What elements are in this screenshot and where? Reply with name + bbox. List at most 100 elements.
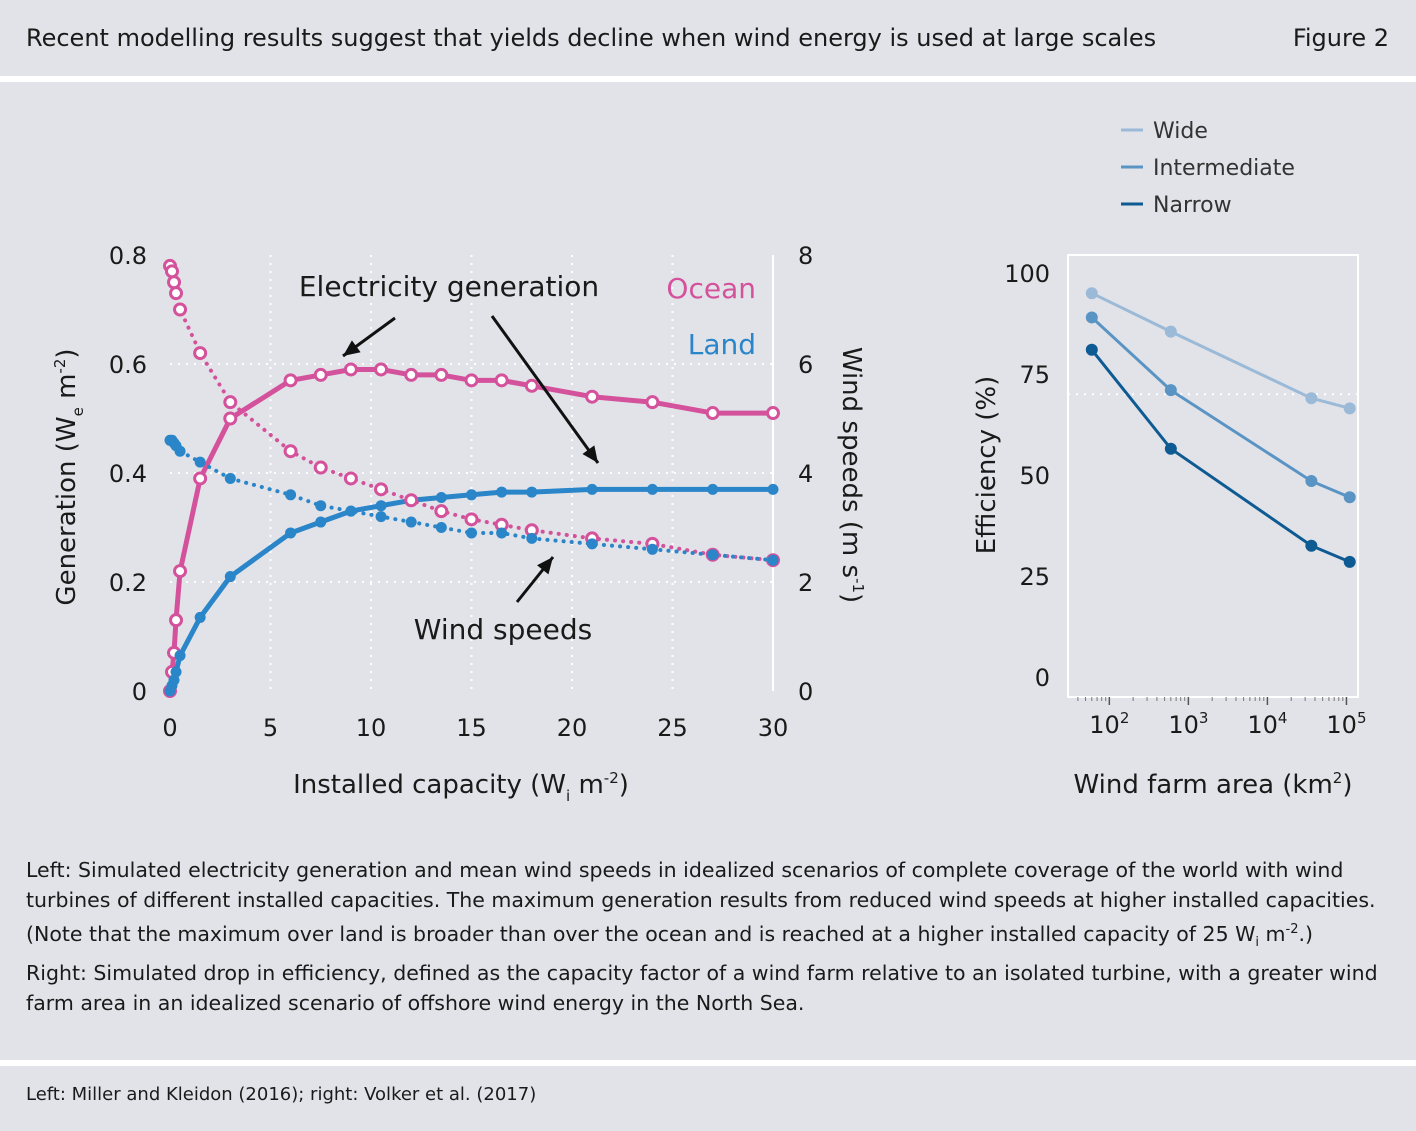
- ocean-wind-point: [404, 493, 419, 508]
- wide-efficiency-point: [1164, 325, 1177, 338]
- land-wind-point: [707, 549, 719, 561]
- land-wind-point: [767, 554, 779, 566]
- narrow-efficiency-point: [1343, 555, 1356, 568]
- ocean-generation-point: [283, 373, 298, 388]
- land-wind-point: [345, 505, 357, 517]
- arrow-to-land-generation: [490, 315, 600, 464]
- ocean-generation-point: [169, 613, 184, 628]
- left-y2-tick-label: 8: [798, 242, 813, 270]
- ocean-wind-point: [167, 275, 182, 290]
- ocean-wind-point: [464, 512, 479, 527]
- land-wind-point: [435, 522, 447, 533]
- wide-efficiency-point: [1305, 392, 1318, 405]
- land-wind-point: [526, 532, 538, 544]
- figure-caption: Left: Simulated electricity generation a…: [26, 855, 1396, 1018]
- right-x-tick-label: 105: [1326, 709, 1366, 739]
- land-generation-point: [174, 650, 186, 662]
- ocean-wind-point: [283, 444, 298, 459]
- land-generation-point: [170, 666, 182, 678]
- ocean-generation-point: [524, 378, 539, 393]
- land-generation-point: [526, 486, 538, 498]
- ocean-generation-point: [645, 395, 660, 410]
- right-x-axis-title: Wind farm area (km2): [1074, 769, 1353, 800]
- ocean-wind-point: [193, 346, 208, 361]
- left-y-axis-title: Generation (We m-2): [51, 348, 87, 605]
- land-wind-point: [194, 456, 206, 468]
- ocean-generation-line: [167, 367, 776, 694]
- ocean-generation-point: [494, 373, 509, 388]
- caption-left: Left: Simulated electricity generation a…: [26, 858, 1376, 950]
- left-x-tick-label: 5: [263, 714, 278, 742]
- land-wind-point: [375, 511, 387, 523]
- figure-label: Figure 2: [1292, 24, 1389, 52]
- ocean-wind-point: [223, 395, 238, 410]
- wide-efficiency-point: [1343, 402, 1356, 415]
- right-y-axis-title: Efficiency (%): [972, 376, 1002, 555]
- right-plot-frame: [1067, 254, 1359, 698]
- right-y-tick-label: 25: [1019, 563, 1050, 591]
- ocean-generation-point: [313, 367, 328, 382]
- left-y-tick-label: 0.6: [109, 351, 147, 379]
- land-generation-point: [375, 500, 387, 512]
- right-x-tick-label: 103: [1168, 709, 1208, 739]
- header-divider: [0, 76, 1416, 82]
- land-generation-point: [224, 571, 236, 583]
- narrow-efficiency-line: [1090, 348, 1351, 564]
- land-wind-point: [586, 538, 598, 550]
- intermediate-efficiency-point: [1305, 475, 1318, 488]
- ocean-generation-point: [173, 564, 188, 579]
- right-x-tick-label: 104: [1247, 709, 1287, 739]
- arrow-to-ocean-generation-head: [343, 340, 361, 356]
- caption-right: Right: Simulated drop in efficiency, def…: [26, 960, 1378, 1015]
- left-x-axis-title: Installed capacity (Wi m-2): [293, 769, 629, 805]
- intermediate-efficiency-line: [1090, 316, 1351, 499]
- wide-efficiency-point: [1085, 287, 1098, 300]
- ocean-wind-point: [169, 286, 184, 301]
- land-wind-point: [174, 445, 186, 457]
- narrow-efficiency-point: [1085, 343, 1098, 356]
- generation-annotation: Electricity generation: [299, 270, 599, 303]
- left-y2-tick-label: 4: [798, 460, 813, 488]
- land-generation-point: [435, 492, 447, 504]
- ocean-generation-point: [374, 362, 389, 377]
- figure-header: Recent modelling results suggest that yi…: [0, 0, 1416, 76]
- figure-title: Recent modelling results suggest that yi…: [26, 24, 1157, 52]
- right-y-tick-label: 100: [1004, 260, 1050, 288]
- intermediate-efficiency-point: [1085, 311, 1098, 324]
- left-y-tick-label: 0: [132, 678, 147, 706]
- left-y2-tick-label: 0: [798, 678, 813, 706]
- narrow-efficiency-point: [1164, 442, 1177, 455]
- land-wind-point: [496, 527, 508, 539]
- left-y-tick-label: 0.2: [109, 569, 147, 597]
- ocean-series-label: Ocean: [666, 272, 756, 305]
- land-generation-point: [466, 489, 477, 501]
- left-x-tick-label: 25: [657, 714, 688, 742]
- left-y2-tick-label: 2: [798, 569, 813, 597]
- legend-label-narrow: Narrow: [1153, 193, 1232, 218]
- left-x-tick-label: 30: [758, 714, 789, 742]
- ocean-generation-point: [464, 373, 479, 388]
- ocean-generation-point: [705, 406, 720, 421]
- left-y2-tick-label: 6: [798, 351, 813, 379]
- left-x-tick-label: 20: [557, 714, 588, 742]
- land-generation-point: [707, 483, 719, 495]
- footer-divider: [0, 1060, 1416, 1066]
- arrow-to-wind-speeds-head: [537, 557, 553, 575]
- left-x-tick-label: 15: [456, 714, 487, 742]
- legend-label-wide: Wide: [1153, 119, 1208, 144]
- land-generation-point: [285, 527, 297, 539]
- ocean-generation-point: [223, 411, 238, 426]
- ocean-wind-point: [165, 264, 180, 279]
- ocean-wind-point: [343, 471, 358, 486]
- left-y-tick-label: 0.4: [109, 460, 147, 488]
- narrow-efficiency-point: [1305, 539, 1318, 552]
- ocean-wind-point: [374, 482, 389, 497]
- ocean-wind-point: [313, 460, 328, 475]
- ocean-generation-point: [343, 362, 358, 377]
- source-note: Left: Miller and Kleidon (2016); right: …: [26, 1084, 537, 1105]
- wide-efficiency-line: [1091, 291, 1351, 410]
- ocean-generation-point: [404, 367, 419, 382]
- left-y-tick-label: 0.8: [109, 242, 147, 270]
- right-x-tick-label: 102: [1089, 709, 1129, 739]
